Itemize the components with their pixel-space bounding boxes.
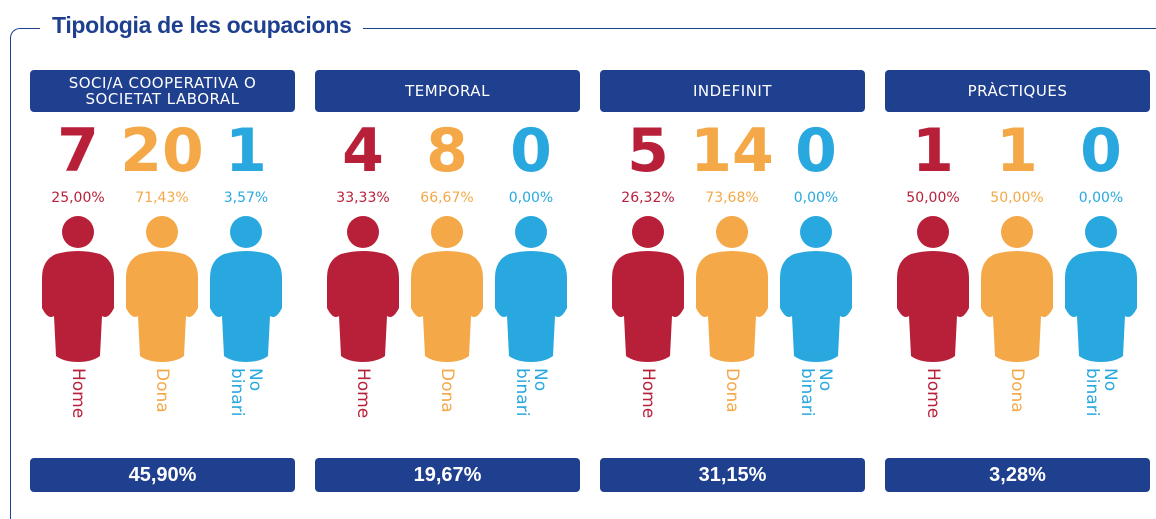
person-column: 0 0,00% No binari xyxy=(489,118,573,430)
person-icon xyxy=(411,216,483,362)
percent: 33,33% xyxy=(336,190,390,206)
infographic: Tipologia de les ocupacions SOCI/A COOPE… xyxy=(10,12,1156,519)
group-header: SOCI/A COOPERATIVA O SOCIETAT LABORAL xyxy=(30,70,295,112)
count: 5 xyxy=(627,116,669,186)
count: 0 xyxy=(1080,116,1122,186)
panel: INDEFINIT 5 26,32% Home 14 73,68% Dona 0 0,00% No… xyxy=(600,70,865,495)
group-header: INDEFINIT xyxy=(600,70,865,112)
person-label: Home xyxy=(638,368,658,419)
percent: 26,32% xyxy=(621,190,675,206)
count: 1 xyxy=(996,116,1038,186)
person-column: 5 26,32% Home xyxy=(606,118,690,430)
person-label: No binari xyxy=(512,368,550,417)
person-column: 4 33,33% Home xyxy=(321,118,405,430)
percent: 50,00% xyxy=(906,190,960,206)
group-total: 3,28% xyxy=(885,458,1150,492)
person-column: 1 50,00% Dona xyxy=(975,118,1059,430)
percent: 71,43% xyxy=(135,190,189,206)
frame xyxy=(10,28,1156,519)
count: 1 xyxy=(225,116,267,186)
count: 0 xyxy=(510,116,552,186)
person-column: 1 50,00% Home xyxy=(891,118,975,430)
panel: PRÀCTIQUES 1 50,00% Home 1 50,00% Dona 0 0,00% No… xyxy=(885,70,1150,495)
count: 4 xyxy=(342,116,384,186)
person-label: Home xyxy=(353,368,373,419)
person-icon xyxy=(1065,216,1137,362)
person-label: No binari xyxy=(797,368,835,417)
percent: 0,00% xyxy=(508,190,554,206)
count: 20 xyxy=(120,116,204,186)
person-label: No binari xyxy=(227,368,265,417)
person-icon xyxy=(780,216,852,362)
group-header: PRÀCTIQUES xyxy=(885,70,1150,112)
person-icon xyxy=(327,216,399,362)
group-header: TEMPORAL xyxy=(315,70,580,112)
person-column: 14 73,68% Dona xyxy=(690,118,774,430)
person-icon xyxy=(696,216,768,362)
person-label: Home xyxy=(923,368,943,419)
person-column: 20 71,43% Dona xyxy=(120,118,204,430)
percent: 66,67% xyxy=(420,190,474,206)
person-column: 0 0,00% No binari xyxy=(1059,118,1143,430)
person-icon xyxy=(42,216,114,362)
count: 14 xyxy=(690,116,774,186)
percent: 50,00% xyxy=(990,190,1044,206)
percent: 73,68% xyxy=(705,190,759,206)
count: 7 xyxy=(57,116,99,186)
percent: 0,00% xyxy=(1078,190,1124,206)
percent: 3,57% xyxy=(223,190,269,206)
person-icon xyxy=(612,216,684,362)
person-label: Dona xyxy=(1007,368,1027,413)
percent: 25,00% xyxy=(51,190,105,206)
person-column: 7 25,00% Home xyxy=(36,118,120,430)
count: 0 xyxy=(795,116,837,186)
person-label: Home xyxy=(68,368,88,419)
person-icon xyxy=(126,216,198,362)
percent: 0,00% xyxy=(793,190,839,206)
person-icon xyxy=(210,216,282,362)
person-label: Dona xyxy=(437,368,457,413)
group-total: 31,15% xyxy=(600,458,865,492)
panel: TEMPORAL 4 33,33% Home 8 66,67% Dona 0 0,00% No b… xyxy=(315,70,580,495)
person-column: 1 3,57% No binari xyxy=(204,118,288,430)
person-label: Dona xyxy=(722,368,742,413)
panel: SOCI/A COOPERATIVA O SOCIETAT LABORAL 7 25… xyxy=(30,70,295,495)
count: 8 xyxy=(426,116,468,186)
person-icon xyxy=(981,216,1053,362)
title: Tipologia de les ocupacions xyxy=(40,12,364,39)
person-icon xyxy=(897,216,969,362)
person-icon xyxy=(495,216,567,362)
person-label: No binari xyxy=(1082,368,1120,417)
person-label: Dona xyxy=(152,368,172,413)
person-column: 8 66,67% Dona xyxy=(405,118,489,430)
person-column: 0 0,00% No binari xyxy=(774,118,858,430)
group-total: 45,90% xyxy=(30,458,295,492)
group-total: 19,67% xyxy=(315,458,580,492)
count: 1 xyxy=(912,116,954,186)
